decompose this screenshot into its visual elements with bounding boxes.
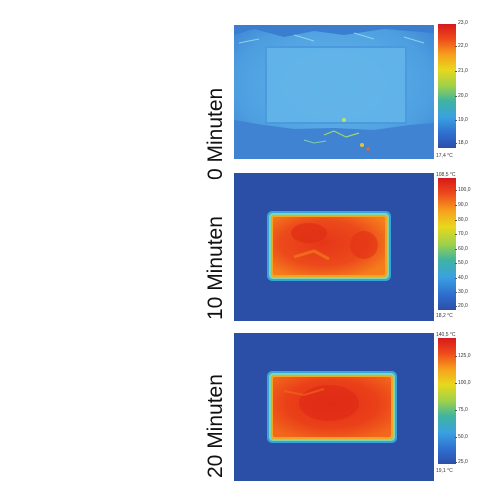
- color-scale: 125,0 100,0 75,0 50,0 25,0: [438, 338, 471, 465]
- scale-tick: 22,0: [455, 43, 468, 49]
- scale-tick: 30,0: [455, 289, 468, 295]
- scale-tick: 18,0: [455, 140, 468, 146]
- panel-0-minutes: 0 Minuten 23,0 22,0 21: [0, 20, 500, 180]
- panel-label: 0 Minuten: [204, 87, 227, 180]
- scale-tick: 20,0: [455, 303, 468, 309]
- panel-label: 10 Minuten: [204, 216, 227, 320]
- scale-tick: 25,0: [455, 459, 468, 465]
- panel-10-minutes: 10 Minuten 108,5 °C 100,0 90,0 80,0: [0, 170, 500, 321]
- color-scale: 22,0 21,0 20,0 19,0 18,0: [438, 24, 468, 148]
- scale-tick: 50,0: [455, 260, 468, 266]
- scale-tick: 100,0: [455, 187, 471, 193]
- color-scale: 100,0 90,0 80,0 70,0 60,0 50,0 40,0 30,0…: [438, 178, 471, 310]
- scale-tick: 50,0: [455, 434, 468, 440]
- scale-max-label: 108,5 °C: [436, 172, 456, 178]
- panel-label: 20 Minuten: [204, 374, 227, 478]
- scale-tick: 19,0: [455, 117, 468, 123]
- thermal-image: [234, 25, 434, 159]
- scale-min-label: 17,4 °C: [436, 153, 453, 159]
- thermal-image: [234, 173, 434, 321]
- scale-tick: 100,0: [455, 380, 471, 386]
- scale-top-tick: 23,0: [458, 20, 468, 26]
- scale-tick: 70,0: [455, 231, 468, 237]
- scale-tick: 90,0: [455, 202, 468, 208]
- scale-tick: 75,0: [455, 407, 468, 413]
- scale-tick: 20,0: [455, 93, 468, 99]
- scale-max-label: 140,5 °C: [436, 332, 456, 338]
- scale-tick: 21,0: [455, 68, 468, 74]
- scale-min-label: 18,2 °C: [436, 313, 453, 319]
- scale-min-label: 19,1 °C: [436, 468, 453, 474]
- scale-tick: 125,0: [455, 353, 471, 359]
- panel-20-minutes: 20 Minuten 140,5 °C 125,0 100,0 75,0 50,…: [0, 330, 500, 481]
- scale-tick: 80,0: [455, 217, 468, 223]
- scale-tick: 60,0: [455, 246, 468, 252]
- thermal-image: [234, 333, 434, 481]
- scale-tick: 40,0: [455, 275, 468, 281]
